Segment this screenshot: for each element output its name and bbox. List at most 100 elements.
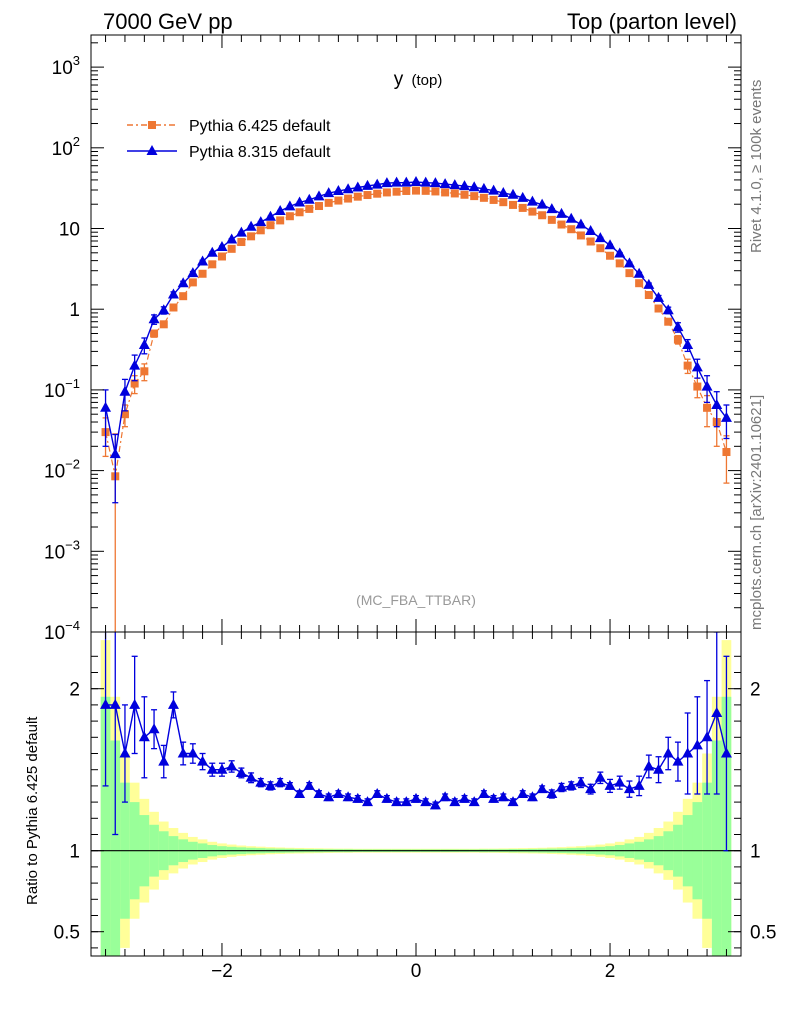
- pythia8-point: [643, 278, 655, 289]
- plot-title: y (top): [394, 69, 443, 90]
- y-tick-label-base: 10: [44, 623, 65, 644]
- pythia8-point: [303, 193, 315, 204]
- pythia6-point: [188, 278, 197, 287]
- pythia6-point: [295, 208, 304, 217]
- pythia6-point: [509, 200, 518, 209]
- ratio-point: [720, 747, 732, 758]
- pythia6-point: [276, 216, 285, 225]
- pythia8-point: [245, 220, 257, 231]
- ratio-ylabel: Ratio to Pythia 6.425 default: [24, 716, 41, 905]
- y-tick-label: 10: [59, 220, 80, 241]
- ratio-point: [167, 698, 179, 709]
- ratio-point: [711, 707, 723, 717]
- pythia8-point: [468, 181, 480, 192]
- ratio-point: [517, 788, 529, 798]
- pythia8-point: [294, 196, 306, 207]
- mcplots-label: mcplots.cern.ch [arXiv:2401.10621]: [748, 395, 765, 630]
- ratio-point: [138, 731, 150, 742]
- ratio-point: [119, 747, 131, 758]
- pythia8-errorbar: [713, 391, 720, 428]
- pythia6-errorbar: [723, 435, 730, 484]
- pythia6-point: [499, 198, 508, 207]
- ratio-point: [109, 698, 121, 709]
- pythia8-point: [585, 225, 597, 236]
- pythia6-point: [479, 193, 488, 202]
- pythia6-point: [150, 329, 159, 338]
- y-tick-label-exp: 3: [73, 53, 80, 68]
- ratio-point: [604, 779, 616, 790]
- ratio-series-group: [100, 632, 732, 852]
- pythia6-point: [431, 187, 440, 196]
- pythia8-point: [381, 177, 393, 188]
- y-tick-label: 10−3: [44, 537, 80, 563]
- ratio-point: [546, 788, 558, 798]
- pythia8-point: [488, 184, 500, 195]
- pythia6-point: [596, 244, 605, 253]
- pythia6-point: [644, 290, 653, 299]
- ratio-point: [439, 791, 451, 802]
- pythia8-point: [410, 175, 422, 186]
- ratio-point: [332, 788, 344, 798]
- y-tick-label-base: 1: [69, 300, 80, 321]
- ratio-point: [672, 755, 684, 766]
- x-tick-label: −2: [211, 961, 233, 982]
- pythia6-point: [130, 379, 139, 388]
- legend-pythia6-marker: [148, 121, 156, 129]
- pythia8-point: [711, 399, 723, 410]
- ratio-point: [177, 747, 189, 758]
- ratio-point: [653, 763, 665, 774]
- ratio-point: [507, 796, 519, 807]
- ratio-y-tick-label-right: 0.5: [750, 923, 776, 944]
- pythia6-point: [256, 226, 265, 235]
- ratio-point: [197, 755, 209, 766]
- ratio-point: [206, 763, 218, 774]
- pythia8-point: [400, 176, 412, 187]
- pythia8-point: [633, 267, 645, 278]
- pythia6-point: [169, 303, 178, 312]
- pythia8-point: [594, 232, 606, 243]
- pythia6-point: [683, 361, 692, 370]
- pythia8-point: [662, 304, 674, 315]
- pythia8-point: [614, 247, 626, 258]
- ratio-panel: 0.5 0.5 1 1 2 2 −2 0 2 Ratio to Pythia 6.425 def…: [24, 631, 776, 982]
- pythia6-point: [412, 186, 420, 195]
- ratio-point: [342, 791, 354, 802]
- pythia8-point: [701, 380, 713, 391]
- ratio-point: [284, 779, 296, 790]
- y-tick-label: 10−2: [44, 457, 80, 483]
- ratio-point: [488, 792, 500, 803]
- ratio-band-stat: [100, 696, 111, 956]
- pythia6-point: [421, 186, 430, 195]
- pythia8-point: [197, 255, 209, 266]
- pythia6-point: [363, 191, 372, 200]
- pythia6-point: [722, 448, 731, 457]
- pythia6-point: [382, 188, 391, 197]
- pythia6-point: [664, 317, 673, 326]
- ratio-point: [381, 792, 393, 803]
- pythia6-point: [179, 292, 188, 301]
- watermark: (MC_FBA_TTBAR): [356, 592, 476, 608]
- pythia8-point: [546, 203, 558, 214]
- pythia6-point: [528, 207, 537, 216]
- y-tick-label-exp: −4: [65, 618, 80, 633]
- ratio-point: [536, 783, 548, 794]
- pythia8-point: [109, 448, 121, 459]
- pythia6-point: [567, 225, 576, 234]
- ratio-point: [682, 747, 694, 758]
- pythia8-point: [497, 187, 509, 198]
- pythia6-point: [285, 212, 294, 221]
- ratio-point: [226, 760, 238, 771]
- y-tick-label-exp: −1: [65, 376, 80, 391]
- pythia8-point: [391, 176, 403, 187]
- pythia6-point: [673, 335, 682, 344]
- pythia8-point: [691, 361, 703, 372]
- pythia6-point: [392, 187, 401, 196]
- ratio-point: [410, 792, 422, 803]
- pythia8-point: [556, 207, 568, 218]
- pythia8-point: [274, 204, 286, 215]
- pythia8-point: [478, 182, 490, 193]
- ratio-point: [400, 796, 412, 807]
- ratio-point: [478, 788, 490, 798]
